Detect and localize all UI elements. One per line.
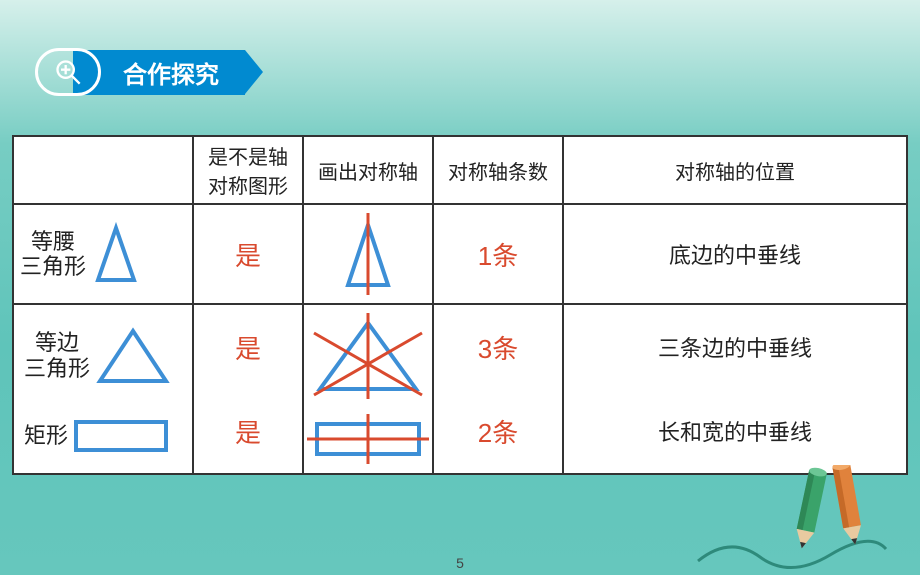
header-blank xyxy=(14,137,194,205)
rectangle-axes-icon xyxy=(303,410,433,468)
label-equilateral: 等边 三角形 xyxy=(24,330,90,381)
axis-count-val: 1条 xyxy=(434,205,564,305)
table-row: 等腰 三角形 是 1条 底边的中垂线 xyxy=(14,205,908,305)
rect-count: 2条 xyxy=(478,413,518,450)
isoceles-triangle-icon xyxy=(90,222,142,286)
rect-pos: 长和宽的中垂线 xyxy=(658,415,812,447)
table-merged-row: 等边 三角形 矩形 是 是 xyxy=(14,305,908,475)
eq-is-sym: 是 xyxy=(235,329,261,366)
equilateral-triangle-icon xyxy=(94,325,172,387)
table-header-row: 是不是轴 对称图形 画出对称轴 对称轴条数 对称轴的位置 xyxy=(14,137,908,205)
row-labels-stack: 等边 三角形 矩形 xyxy=(14,305,194,475)
row-label-isoceles: 等腰 三角形 xyxy=(14,205,194,305)
header-axis-count: 对称轴条数 xyxy=(434,137,564,205)
axis-count-stack: 3条 2条 xyxy=(434,305,564,475)
eq-count: 3条 xyxy=(478,329,518,366)
rect-is-sym: 是 xyxy=(235,413,261,450)
rectangle-icon xyxy=(72,418,170,454)
section-header: 合作探究 xyxy=(35,48,245,96)
label-rectangle: 矩形 xyxy=(24,423,68,448)
is-sym-stack: 是 是 xyxy=(194,305,304,475)
footer: 5 xyxy=(0,505,920,575)
header-axis-position: 对称轴的位置 xyxy=(564,137,908,205)
equilateral-axes-icon xyxy=(306,311,430,403)
header-is-symmetric: 是不是轴 对称图形 xyxy=(194,137,304,205)
symmetry-table: 是不是轴 对称图形 画出对称轴 对称轴条数 对称轴的位置 等腰 三角形 是 1条… xyxy=(12,135,908,475)
pencils-icon xyxy=(690,465,890,575)
label-text: 等腰 三角形 xyxy=(20,229,86,280)
is-sym-val: 是 xyxy=(194,205,304,305)
axis-pos-stack: 三条边的中垂线 长和宽的中垂线 xyxy=(564,305,908,475)
page-number: 5 xyxy=(456,555,464,571)
eq-pos: 三条边的中垂线 xyxy=(658,331,812,363)
axis-position-val: 底边的中垂线 xyxy=(564,205,908,305)
magnify-icon xyxy=(35,48,101,96)
axis-drawings-stack xyxy=(304,305,434,475)
axis-drawing-isoceles xyxy=(304,205,434,305)
header-draw-axis: 画出对称轴 xyxy=(304,137,434,205)
